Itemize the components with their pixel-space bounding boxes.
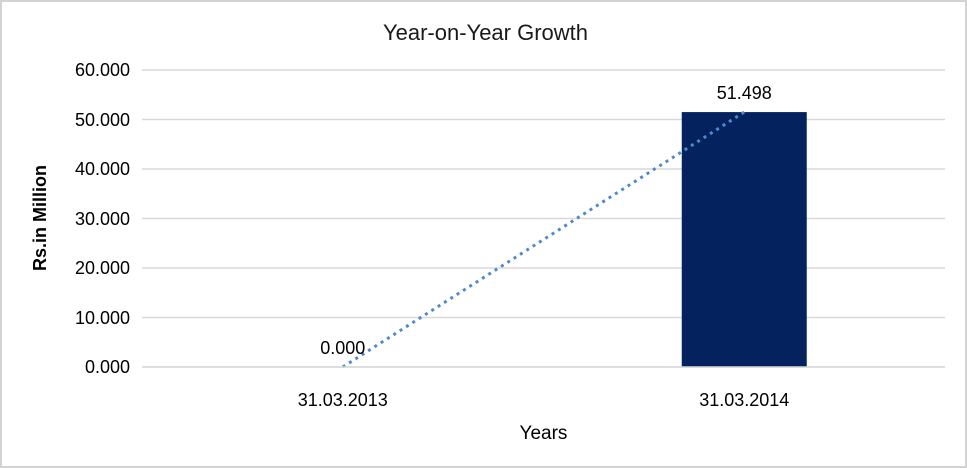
chart-title: Year-on-Year Growth — [382, 20, 589, 45]
bar-31.03.2014 — [681, 112, 807, 367]
y-tick-label: 20.000 — [74, 258, 130, 278]
y-tick-label: 60.000 — [74, 60, 130, 80]
y-tick-label: 0.000 — [84, 357, 130, 377]
x-tick-label-31.03.2013: 31.03.2013 — [297, 390, 388, 410]
data-label-31.03.2014: 51.498 — [716, 83, 772, 104]
x-tick-label-31.03.2014: 31.03.2014 — [699, 390, 790, 410]
y-tick-label: 30.000 — [74, 208, 130, 229]
x-axis-title: Years — [519, 423, 568, 444]
y-tick-label: 10.000 — [74, 307, 130, 328]
y-tick-label: 50.000 — [74, 109, 130, 130]
y-tick-label: 40.000 — [74, 159, 130, 179]
data-label-31.03.2013: 0.000 — [320, 338, 366, 358]
